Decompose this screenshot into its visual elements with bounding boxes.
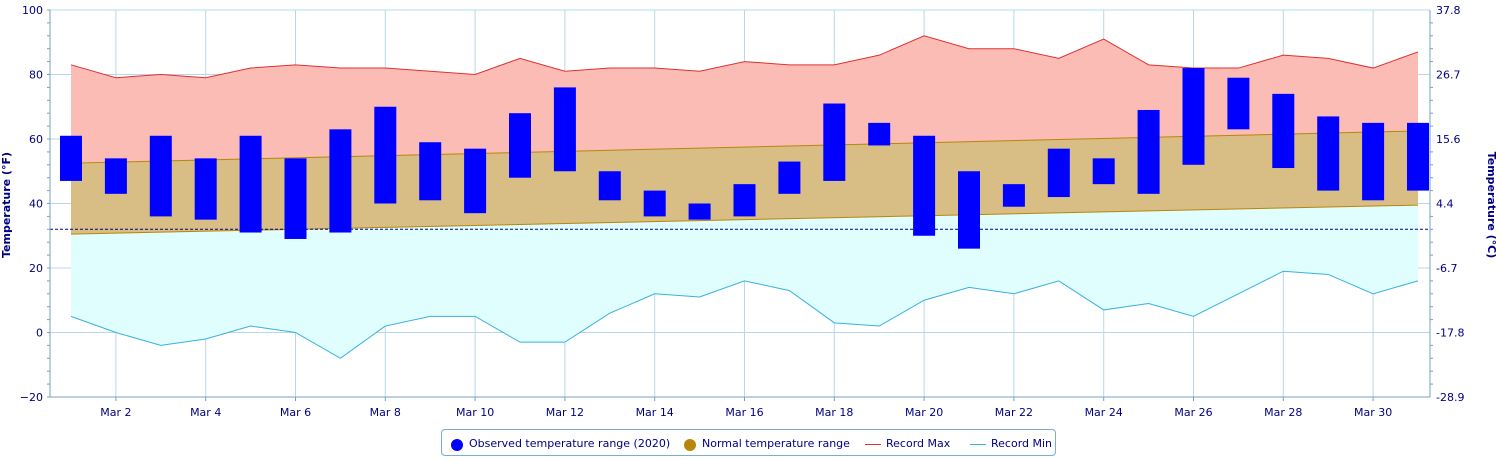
legend-label-record-max: Record Max [886,437,951,450]
y-tick-label-left: 40 [29,198,43,211]
observed-range-bar [1317,116,1340,191]
observed-range-bar [778,161,801,194]
x-tick-label: Mar 6 [280,406,311,419]
observed-range-bar [1092,158,1115,185]
observed-range-bar [60,135,82,181]
legend-label-record-min: Record Min [991,437,1053,450]
observed-range-bar [239,135,262,233]
observed-range-bar [329,129,352,233]
observed-range-bar [553,87,576,172]
observed-range-bar [823,103,846,181]
observed-range-bar [733,184,756,217]
record-min-area [71,205,1418,359]
observed-range-bar [1272,93,1295,169]
x-tick-label: Mar 16 [725,406,763,419]
observed-range-bar [913,135,936,236]
y-tick-label-left: −20 [20,391,43,404]
observed-range-bar [194,158,217,220]
x-tick-label: Mar 22 [995,406,1033,419]
observed-range-bar [1182,68,1205,165]
observed-range-bar [688,203,711,220]
left-axis-title: Temperature (°F) [0,152,13,258]
observed-range-bar [149,135,172,217]
x-tick-label: Mar 28 [1264,406,1302,419]
right-axis-title: Temperature (°C) [1485,152,1498,259]
x-tick-label: Mar 4 [190,406,221,419]
observed-range-bar [104,158,127,194]
x-tick-label: Mar 2 [100,406,131,419]
y-tick-label-left: 80 [29,69,43,82]
x-tick-label: Mar 24 [1085,406,1123,419]
legend-label-normal: Normal temperature range [702,437,850,450]
record-min-line [70,270,1419,359]
y-tick-label-left: 60 [29,133,43,146]
observed-range-bar [1047,148,1070,198]
observed-range-bar [643,190,666,217]
y-tick-label-right: -17.8 [1436,327,1464,340]
observed-range-bar [284,158,307,239]
record-max-area [71,35,1418,164]
observed-range-bar [1137,109,1160,194]
x-tick-label: Mar 18 [815,406,853,419]
observed-range-bar [598,171,621,201]
x-tick-label: Mar 12 [546,406,584,419]
x-tick-label: Mar 14 [636,406,674,419]
y-tick-label-left: 100 [22,4,43,17]
x-tick-label: Mar 10 [456,406,494,419]
range-areas [70,35,1419,359]
x-tick-label: Mar 30 [1354,406,1392,419]
observed-range-bar [868,122,891,146]
observed-range-bar [374,106,397,204]
y-tick-label-right: 4.4 [1436,198,1454,211]
legend-marker-observed [451,439,463,451]
observed-bars [60,68,1429,249]
observed-range-bar [958,171,980,249]
legend-marker-normal [684,439,696,451]
legend-label-observed: Observed temperature range (2020) [469,437,671,450]
observed-range-bar [509,113,531,178]
y-tick-label-right: 37.8 [1436,4,1461,17]
y-tick-label-right: 15.6 [1436,133,1461,146]
y-tick-label-right: -6.7 [1436,262,1457,275]
y-tick-label-left: 20 [29,262,43,275]
x-tick-label: Mar 26 [1174,406,1212,419]
observed-range-bar [419,142,442,201]
x-tick-label: Mar 8 [370,406,401,419]
legend: Observed temperature range (2020) Normal… [441,429,1056,456]
y-tick-label-right: 26.7 [1436,69,1461,82]
x-tick-label: Mar 20 [905,406,943,419]
axes: 100 37.8 80 26.7 60 15.6 40 4.4 20 -6.7 0 -17.8 −20 -… [20,4,1465,419]
observed-range-bar [1362,122,1385,201]
y-tick-label-right: -28.9 [1436,391,1464,404]
normal-range-area [71,130,1418,235]
observed-range-bar [464,148,487,214]
y-tick-label-left: 0 [36,327,43,340]
legend-marker-record-min [970,444,986,445]
observed-range-bar [1227,77,1250,130]
observed-range-bar [1407,122,1429,191]
observed-range-bar [1002,184,1025,207]
legend-marker-record-max [865,444,881,445]
